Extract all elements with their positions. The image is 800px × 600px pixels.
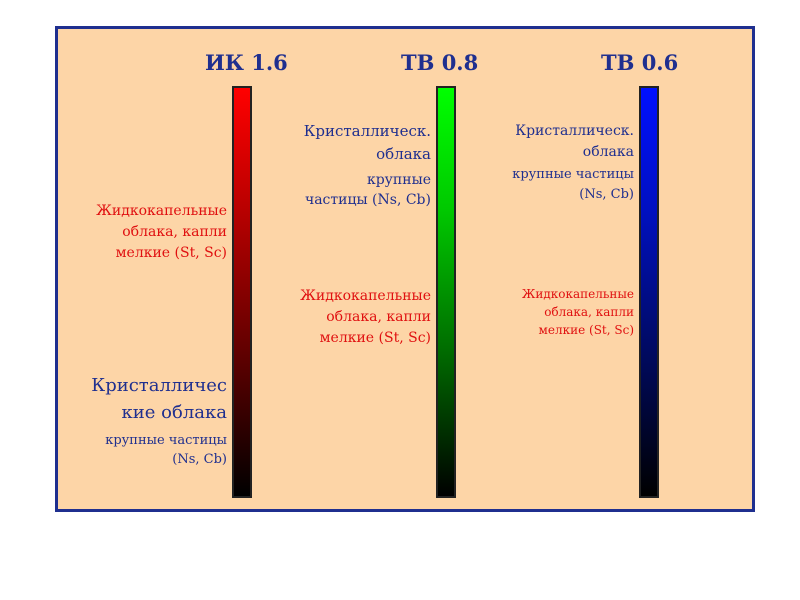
ir-crystal-clouds-label: Кристалличес кие облака — [91, 375, 227, 423]
gradient-bar-tv-0-8 — [436, 86, 456, 498]
diagram-panel — [55, 26, 755, 512]
gradient-bar-ir-1-6 — [232, 86, 252, 498]
tv06-crystal-particles-label: крупные частицы (Ns, Cb) — [512, 167, 634, 202]
gradient-bar-tv-0-6 — [639, 86, 659, 498]
tv06-liquid-clouds-label: Жидкокапельные облака, капли мелкие (St,… — [521, 287, 634, 337]
title-tv-0-8: ТВ 0.8 — [401, 50, 479, 75]
tv08-crystal-particles-label: крупные частицы (Ns, Cb) — [304, 172, 431, 208]
tv06-crystal-clouds-label: Кристаллическ. облака — [515, 123, 634, 160]
title-ir-1-6: ИК 1.6 — [205, 50, 288, 75]
tv08-liquid-clouds-label: Жидкокапельные облака, капли мелкие (St,… — [300, 288, 431, 346]
ir-crystal-particles-label: крупные частицы (Ns, Cb) — [105, 433, 227, 467]
title-tv-0-6: ТВ 0.6 — [601, 50, 679, 75]
ir-liquid-clouds-label: Жидкокапельные облака, капли мелкие (St,… — [96, 203, 227, 261]
tv08-crystal-clouds-label: Кристаллическ. облака — [303, 122, 431, 163]
